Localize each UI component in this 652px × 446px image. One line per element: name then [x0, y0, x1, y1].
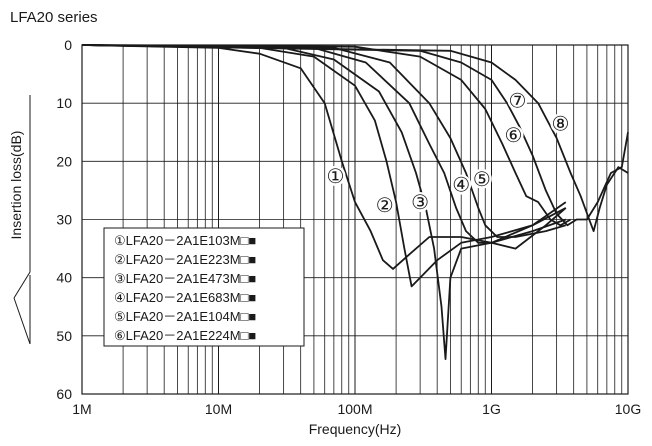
curve-label-text: ⑦ — [509, 90, 527, 112]
y-tick-label: 50 — [56, 328, 72, 344]
y-axis-label: Insertion loss(dB) — [8, 131, 24, 240]
y-tick-labels: 0 10 20 30 40 50 60 — [56, 37, 72, 402]
curve-label-2: ② — [374, 194, 395, 217]
legend-entry: ⑤LFA20－2A1E104M□■ — [114, 309, 256, 324]
curves — [81, 44, 629, 361]
legend-entry: ④LFA20－2A1E683M□■ — [114, 290, 256, 305]
chart-title: LFA20 series — [10, 9, 98, 26]
series-line-3 — [81, 44, 567, 361]
x-tick-label: 10M — [205, 401, 232, 417]
x-tick-label: 1G — [482, 401, 501, 417]
curve-labels: ① ② ③ ④ ⑤⑥ ⑦ ⑧ — [325, 90, 571, 217]
curve-label-5: ⑤ — [471, 168, 492, 191]
curve-label-4: ④ — [451, 174, 472, 197]
legend-entry: ⑥LFA20－2A1E224M□■ — [114, 328, 256, 343]
curve-label-6: ⑥ — [503, 125, 524, 147]
plot-frame — [81, 44, 629, 395]
x-tick-label: 1M — [72, 401, 91, 417]
legend-items: ①LFA20－2A1E103M□■ ②LFA20－2A1E223M□■ ③LFA20… — [114, 233, 256, 343]
curve-label-1: ① — [325, 165, 346, 188]
x-tick-labels: 1M 10M 100M 1G 10G — [72, 401, 641, 417]
x-tick-label: 100M — [337, 401, 372, 417]
curve-label-text: ④ — [452, 175, 470, 197]
legend-entry: ③LFA20－2A1E473M□■ — [114, 271, 256, 286]
y-tick-label: 20 — [56, 153, 72, 169]
series-line-4 — [81, 44, 567, 250]
curve-label-text: ⑧ — [551, 114, 569, 136]
curve-label-text: ③ — [411, 192, 429, 214]
series-line-8 — [81, 44, 629, 233]
y-tick-label: 40 — [56, 270, 72, 286]
y-tick-label: 30 — [56, 212, 72, 228]
curve-label-text: ② — [376, 195, 394, 217]
grid — [82, 44, 628, 395]
series-line-6 — [81, 44, 572, 227]
series-line-7 — [81, 44, 629, 227]
y-tick-label: 10 — [56, 95, 72, 111]
legend-entry: ①LFA20－2A1E103M□■ — [114, 233, 256, 248]
y-axis-bracket-decoration — [13, 95, 31, 345]
curve-label-text: ① — [327, 166, 345, 188]
series-line-5 — [81, 44, 567, 238]
curve-label-text: ⑤ — [473, 169, 491, 191]
y-tick-label: 60 — [56, 386, 72, 402]
y-tick-label: 0 — [64, 37, 72, 53]
legend-entry: ②LFA20－2A1E223M□■ — [114, 252, 256, 267]
curve-label-3: ③ — [410, 192, 431, 214]
x-axis-label: Frequency(Hz) — [309, 421, 402, 437]
series-line-2 — [81, 44, 567, 288]
legend-box — [103, 227, 305, 347]
curve-label-8: ⑧ — [550, 114, 571, 136]
x-tick-label: 10G — [615, 401, 641, 417]
curve-label-7: ⑦ — [507, 90, 528, 112]
curve-label-text: ⑥ — [505, 125, 523, 147]
legend: ①LFA20－2A1E103M□■ ②LFA20－2A1E223M□■ ③LFA20… — [103, 227, 305, 347]
